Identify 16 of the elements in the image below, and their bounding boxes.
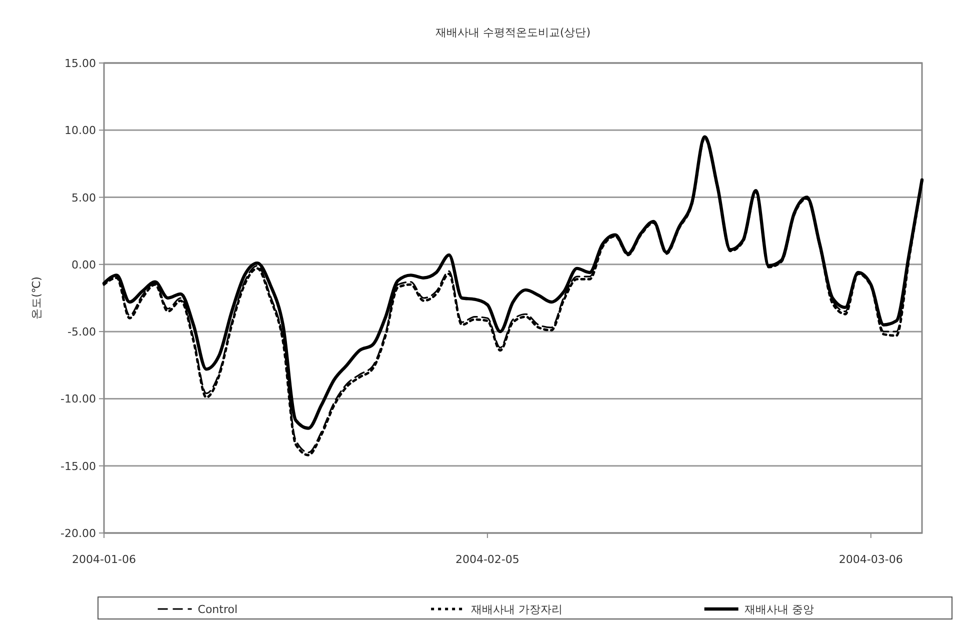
x-tick-label: 2004-01-06 [72, 553, 136, 566]
legend-label: 재배사내 가장자리 [471, 603, 563, 616]
y-tick-label: 0.00 [72, 258, 96, 272]
x-tick-label: 2004-02-05 [455, 553, 520, 566]
y-tick-label: 15.00 [64, 57, 96, 70]
y-tick-label: -10.00 [60, 392, 96, 406]
y-tick-label: -20.00 [60, 527, 96, 540]
y-tick-label: 10.00 [64, 124, 96, 138]
y-axis-title: 온도(℃) [30, 276, 43, 320]
legend-label: 재배사내 중앙 [744, 603, 814, 616]
y-tick-label: 5.00 [72, 191, 96, 204]
legend-label: Control [198, 603, 238, 616]
y-tick-label: -15.00 [60, 460, 96, 473]
chart-title: 재배사내 수평적온도비교(상단) [435, 26, 591, 39]
y-tick-label: -5.00 [68, 326, 96, 339]
x-tick-label: 2004-03-06 [838, 553, 903, 566]
